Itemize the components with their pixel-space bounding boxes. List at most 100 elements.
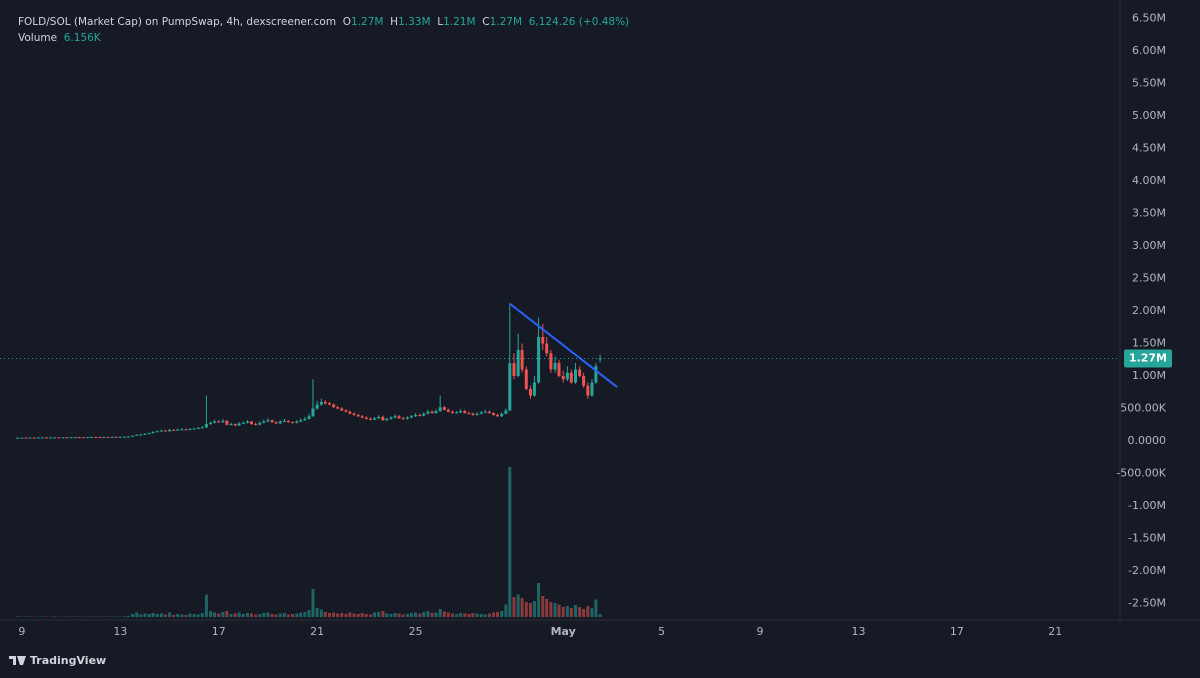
candle-body [561, 375, 565, 380]
candle-body [188, 428, 192, 430]
candle-body [57, 437, 61, 439]
volume-bar [356, 614, 360, 617]
candle-body [512, 362, 516, 376]
volume-bar [258, 614, 262, 617]
candle-body [53, 437, 57, 439]
volume-bar [155, 614, 159, 617]
candle-body [151, 431, 155, 434]
candle-body [463, 411, 467, 414]
candle-body [487, 411, 491, 414]
candle-body [49, 437, 53, 439]
volume-bar [430, 613, 434, 617]
candle-body [286, 420, 290, 423]
x-tick-label: 17 [212, 625, 226, 638]
candle-body [159, 430, 163, 432]
candle-body [77, 437, 81, 439]
candle-body [131, 435, 135, 437]
volume-bar [282, 613, 286, 617]
candle-body [241, 422, 245, 424]
ohlc-key: O [342, 16, 352, 28]
volume-bar [139, 614, 143, 617]
volume-bar [204, 594, 208, 617]
change: 6,124.26 (+0.48%) [528, 16, 630, 28]
volume-bar [434, 612, 438, 617]
y-tick-label: 500.00K [1120, 401, 1166, 414]
candle-body [504, 410, 508, 414]
volume-bar [299, 612, 303, 617]
volume-bar [442, 611, 446, 617]
candle-body [545, 343, 549, 354]
volume-bar [586, 606, 590, 617]
candle-body [24, 437, 28, 439]
volume-bar [467, 614, 471, 617]
x-tick-label: May [551, 625, 576, 638]
volume-bar [561, 607, 565, 617]
y-tick-label: -500.00K [1116, 466, 1166, 479]
volume-bar [369, 614, 373, 617]
candle-body [327, 403, 331, 405]
candle-body [557, 362, 561, 376]
candle-body [369, 418, 373, 420]
volume-bar [487, 613, 491, 617]
candle-body [106, 436, 110, 438]
volume-key: Volume [18, 32, 58, 44]
candle-body [532, 382, 536, 396]
volume-bar [381, 611, 385, 617]
candle-body [45, 437, 49, 439]
volume-bar [213, 612, 217, 617]
candle-body [492, 413, 496, 415]
y-tick-label: -1.00M [1128, 499, 1166, 512]
x-tick-label: 5 [658, 625, 665, 638]
volume-bar [246, 613, 250, 617]
volume-bar [303, 612, 307, 617]
x-tick-label: 13 [113, 625, 127, 638]
candle-body [582, 375, 586, 386]
x-tick-label: 9 [757, 625, 764, 638]
volume-bar [122, 616, 126, 617]
volume-bar [463, 613, 467, 617]
volume-bar [311, 589, 315, 617]
candle-body [422, 413, 426, 416]
volume-bar [180, 614, 184, 617]
candle-body [372, 418, 376, 420]
candle-body [168, 429, 172, 432]
candle-body [282, 420, 286, 422]
y-tick-label: 6.50M [1132, 12, 1166, 25]
candle-body [229, 424, 233, 426]
volume-bar [249, 613, 253, 617]
volume-bar [336, 613, 340, 617]
volume-bar [192, 614, 196, 617]
candle-body [204, 424, 208, 428]
y-tick-label: 5.50M [1132, 77, 1166, 90]
volume-bar [414, 612, 418, 617]
y-tick-label: 2.00M [1132, 304, 1166, 317]
candle-body [114, 436, 118, 438]
candle-body [549, 353, 553, 370]
volume-bar [319, 609, 323, 617]
volume-bar [241, 614, 245, 617]
ohlc-value: 1.33M [398, 16, 431, 28]
y-tick-label: 6.00M [1132, 44, 1166, 57]
candle-body [155, 431, 159, 433]
y-tick-label: 2.50M [1132, 272, 1166, 285]
candle-body [40, 437, 44, 439]
candle-body [90, 436, 94, 438]
candle-body [455, 412, 459, 414]
candle-body [344, 410, 348, 412]
volume-bar [504, 604, 508, 617]
volume-bar [143, 613, 147, 617]
volume-bar [344, 614, 348, 617]
candle-body [364, 417, 368, 419]
candle-body [574, 369, 578, 383]
volume-bar [200, 613, 204, 617]
brand-logo: TradingView [9, 654, 106, 667]
volume-bar [438, 609, 442, 617]
ohlc-value: 1.27M [489, 16, 523, 28]
legend-header: FOLD/SOL (Market Cap) on PumpSwap, 4h, d… [18, 14, 629, 46]
candle-body [94, 436, 98, 438]
candle-body [360, 416, 364, 418]
candle-body [348, 411, 352, 414]
x-tick-label: 25 [409, 625, 423, 638]
candle-body [537, 337, 541, 383]
